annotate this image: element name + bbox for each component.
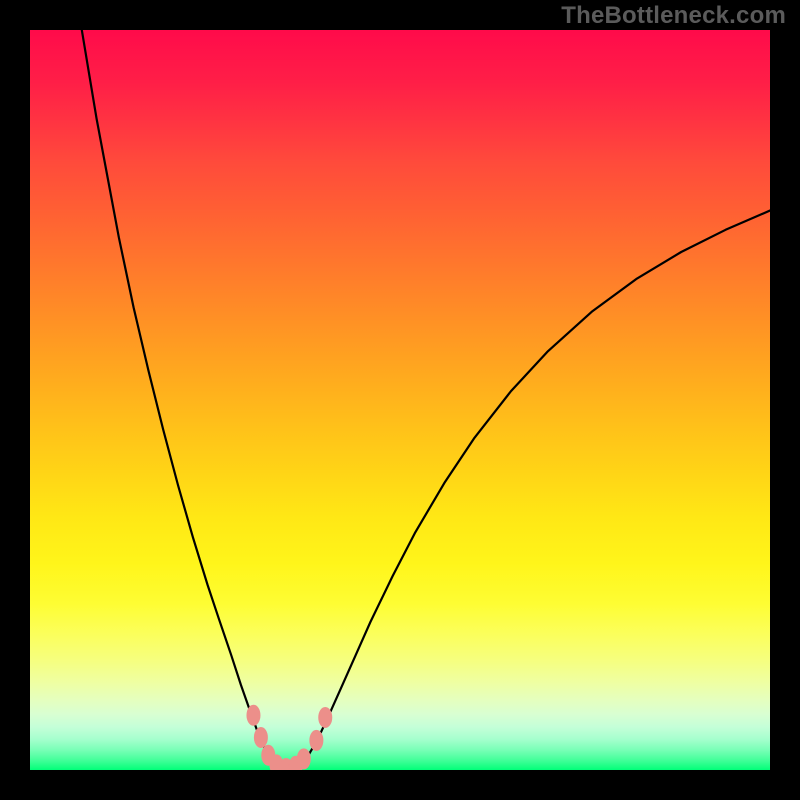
plot-area [30,30,770,770]
watermark-text: TheBottleneck.com [561,2,786,30]
valley-marker [297,749,310,769]
valley-marker [319,707,332,727]
gradient-background [30,30,770,770]
chart-svg [30,30,770,770]
valley-marker [247,705,260,725]
valley-marker [310,730,323,750]
valley-marker [254,727,267,747]
chart-container: TheBottleneck.com [0,0,800,800]
